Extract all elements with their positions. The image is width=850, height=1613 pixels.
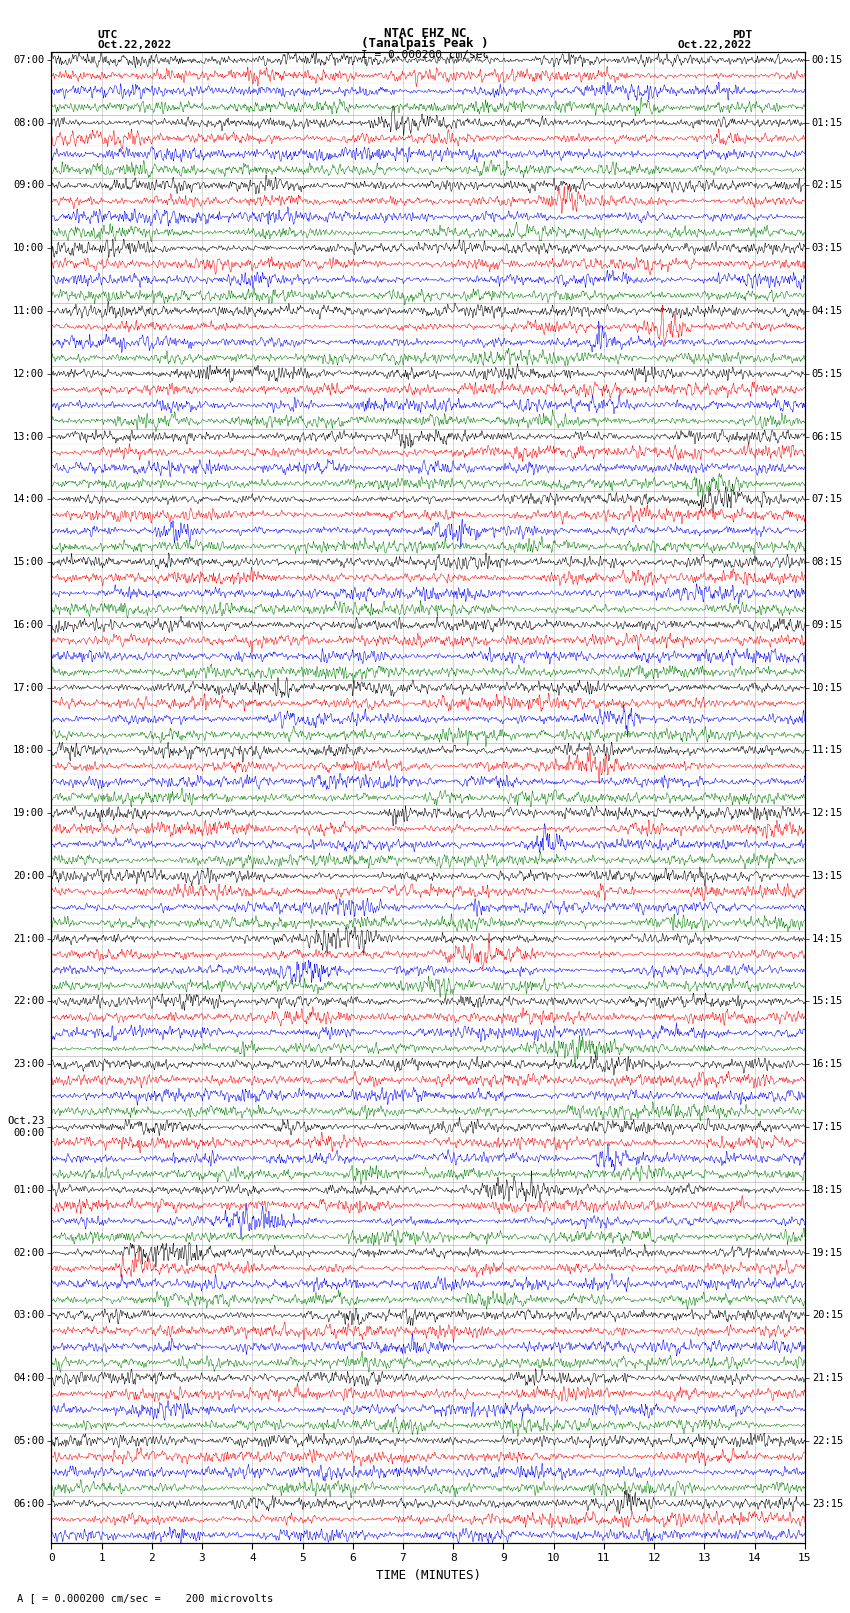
Text: UTC: UTC <box>98 29 118 39</box>
Text: Oct.22,2022: Oct.22,2022 <box>98 40 172 50</box>
Text: (Tanalpais Peak ): (Tanalpais Peak ) <box>361 37 489 50</box>
X-axis label: TIME (MINUTES): TIME (MINUTES) <box>376 1569 480 1582</box>
Text: Oct.22,2022: Oct.22,2022 <box>678 40 752 50</box>
Text: NTAC EHZ NC: NTAC EHZ NC <box>383 26 467 39</box>
Text: I = 0.000200 cm/sec: I = 0.000200 cm/sec <box>361 50 489 60</box>
Text: A [ = 0.000200 cm/sec =    200 microvolts: A [ = 0.000200 cm/sec = 200 microvolts <box>17 1594 273 1603</box>
Text: PDT: PDT <box>732 29 752 39</box>
